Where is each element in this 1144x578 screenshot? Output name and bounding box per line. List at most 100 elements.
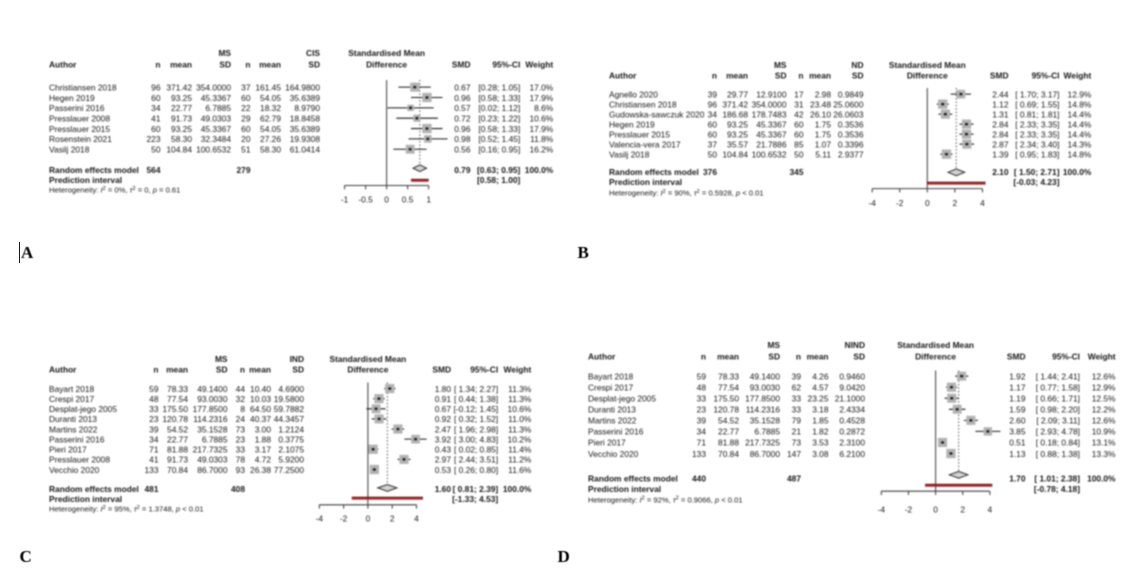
study-n1: 34	[151, 103, 161, 113]
prediction-ci: [0.58; 1.00]	[477, 175, 521, 185]
study-sd1: 177.8500	[193, 404, 228, 414]
study-ci: [0.52; 1.45]	[478, 134, 520, 144]
col-header-group1: MS	[218, 48, 231, 58]
study-mean1: 77.54	[718, 382, 739, 392]
study-mean1: 175.50	[162, 404, 188, 414]
study-mean1: 77.54	[167, 394, 188, 404]
study-author: Presslauer 2008	[49, 113, 110, 123]
study-smd: 0.91	[435, 394, 452, 404]
study-author: Crespi 2017	[588, 382, 634, 392]
study-mean2: 1.88	[255, 434, 272, 444]
x-axis: -4 -2 0 2 4	[316, 504, 419, 523]
x-axis-tick-label: 2	[953, 198, 958, 208]
study-smd: 1.12	[992, 99, 1009, 109]
study-mean1: 371.42	[722, 99, 748, 109]
study-mean2: 3.08	[812, 449, 829, 459]
study-weight: 17.9%	[529, 124, 553, 134]
study-sd1: 6.7885	[754, 427, 780, 437]
study-weight: 11.3%	[508, 424, 532, 434]
study-row: Crespi 2017 48 77.54 93.0030 32 10.03 19.5800 0…	[49, 394, 532, 404]
study-n2: 22	[241, 103, 251, 113]
point-estimate-marker	[969, 419, 973, 422]
study-ci: [ 1.96; 2.98]	[454, 424, 498, 434]
study-row: Pieri 2017 71 81.88 217.7325 33 3.17 2.1075 0.4…	[49, 445, 532, 455]
col-header-author: Author	[609, 70, 637, 80]
study-mean2: 26.10	[810, 109, 831, 119]
plot-header-line1: Standardised Mean	[889, 60, 966, 70]
pooled-diamond	[376, 483, 399, 492]
study-n2: 85	[794, 139, 804, 149]
study-ci: [ 0.44; 1.38]	[454, 394, 498, 404]
study-author: Desplat-jego 2005	[49, 404, 117, 414]
study-weight: 14.4%	[1068, 119, 1092, 129]
study-smd: 0.57	[454, 103, 471, 113]
pooled-weight: 100.0%	[525, 165, 554, 175]
point-estimate-marker	[959, 93, 963, 96]
study-author: Crespi 2017	[49, 394, 95, 404]
col-header-group1: MS	[215, 354, 228, 364]
col-header-group2: ND	[851, 60, 863, 70]
study-sd1: 217.7325	[745, 438, 780, 448]
pooled-ci: [ 0.81; 2.39]	[453, 484, 499, 494]
col-header-sd2: SD	[852, 70, 864, 80]
study-n1: 60	[151, 93, 161, 103]
study-author: Valencia-vera 2017	[609, 139, 681, 149]
study-row: Passerini 2016 34 22.77 6.7885 23 1.88 0.3775 3…	[49, 434, 532, 444]
study-smd: 1.31	[992, 109, 1009, 119]
plot-header-line1: Standardised Mean	[330, 354, 407, 364]
study-ci: [ 1.70; 3.17]	[1015, 89, 1059, 99]
study-n1: 41	[149, 455, 159, 465]
study-weight: 11.4%	[508, 445, 532, 455]
study-smd: 0.96	[454, 124, 471, 134]
point-estimate-marker	[408, 148, 412, 151]
x-axis-tick-label: -2	[896, 198, 904, 208]
point-estimate-marker	[941, 441, 944, 444]
prediction-ci: [-1.33; 4.53]	[452, 494, 498, 504]
study-n1: 71	[149, 445, 159, 455]
study-n2: 60	[794, 129, 804, 139]
study-sd2: 2.4334	[839, 405, 865, 415]
study-smd: 3.85	[1009, 427, 1026, 437]
study-weight: 11.8%	[530, 134, 554, 144]
study-n2: 44	[236, 384, 246, 394]
study-mean2: 23.48	[810, 99, 831, 109]
study-smd: 0.96	[454, 93, 471, 103]
study-sd2: 6.2100	[839, 449, 865, 459]
study-ci: [ 0.88; 1.38]	[1036, 449, 1080, 459]
col-header-n2: n	[798, 70, 803, 80]
col-header-mean2: mean	[259, 60, 281, 70]
x-axis-tick-label: 1	[426, 195, 431, 205]
study-sd2: 35.6389	[290, 93, 321, 103]
study-n2: 32	[236, 394, 246, 404]
study-n1: 39	[697, 416, 707, 426]
study-n2: 37	[241, 82, 251, 92]
point-estimate-marker	[425, 127, 429, 130]
study-sd2: 59.7882	[274, 404, 305, 414]
study-sd1: 35.1528	[750, 416, 781, 426]
study-n1: 23	[697, 405, 707, 415]
study-mean2: 1.75	[815, 129, 832, 139]
study-ci: [ 0.77; 1.58]	[1036, 382, 1080, 392]
study-sd2: 2.9377	[838, 149, 864, 159]
plot-header-line2: Difference	[907, 70, 948, 80]
prediction-bar-bottom	[410, 180, 429, 182]
study-smd: 3.92	[435, 434, 452, 444]
point-estimate-marker	[425, 96, 429, 99]
study-smd: 0.67	[435, 404, 452, 414]
pooled-row: Random effects model 376 345 2.10 [ 1.50; 2.…	[609, 167, 1092, 177]
study-n1: 33	[697, 394, 707, 404]
study-sd1: 45.3367	[201, 93, 232, 103]
point-estimate-marker	[371, 448, 375, 451]
x-axis-tick-label: 0	[366, 513, 371, 523]
study-author: Presslauer 2008	[49, 455, 110, 465]
study-n2: 79	[792, 416, 802, 426]
study-sd2: 19.9308	[290, 134, 321, 144]
study-row: Duranti 2013 23 120.78 114.2316 33 3.18 2.4334…	[588, 405, 1116, 415]
study-smd: 2.97	[435, 455, 452, 465]
study-weight: 14.4%	[1068, 109, 1092, 119]
prediction-ci: [-0.78; 4.18]	[1034, 484, 1080, 494]
study-author: Passerini 2016	[49, 103, 105, 113]
pooled-diamond	[946, 168, 966, 177]
study-author: Desplat-jego 2005	[588, 394, 656, 404]
